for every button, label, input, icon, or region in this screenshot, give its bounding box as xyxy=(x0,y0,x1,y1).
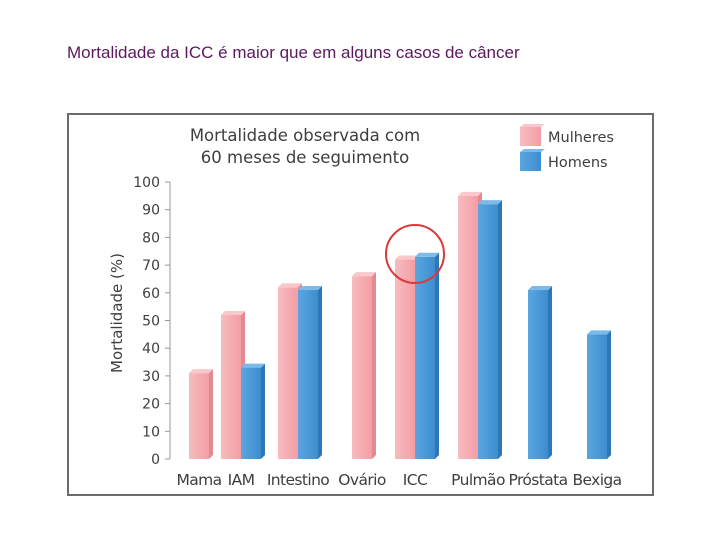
bar-mulheres-intestino-top xyxy=(278,283,302,288)
x-tick-label-icc: ICC xyxy=(403,471,427,489)
legend: Mulheres Homens xyxy=(520,124,614,171)
bar-homens-pulmao xyxy=(478,204,498,459)
bar-homens-pulmao-side xyxy=(498,200,502,459)
chart-title-line-1: Mortalidade observada com xyxy=(190,126,420,145)
x-tick-label-iam: IAM xyxy=(228,471,255,489)
slide-title: Mortalidade da ICC é maior que em alguns… xyxy=(67,43,520,62)
chart-title-line-2: 60 meses de seguimento xyxy=(201,148,409,167)
x-tick-label-intestino: Intestino xyxy=(267,471,329,489)
y-tick-label-10: 10 xyxy=(142,424,160,440)
legend-swatch-mulheres-top xyxy=(520,124,545,127)
bar-mulheres-icc xyxy=(395,259,415,459)
bar-mulheres-ovario-side xyxy=(372,272,376,459)
y-tick-label-20: 20 xyxy=(142,397,160,413)
bar-homens-bexiga-top xyxy=(587,330,611,335)
bar-mulheres-intestino xyxy=(278,287,298,459)
y-tick-label-100: 100 xyxy=(133,175,160,191)
y-tick-label-60: 60 xyxy=(142,286,160,302)
legend-swatch-mulheres xyxy=(520,127,541,146)
bar-mulheres-ovario xyxy=(352,276,372,459)
y-tick-label-50: 50 xyxy=(142,314,160,330)
y-tick-label-0: 0 xyxy=(151,452,160,468)
bar-homens-bexiga-side xyxy=(607,330,611,459)
bar-mulheres-mama xyxy=(189,373,209,459)
bar-homens-intestino-top xyxy=(298,286,322,291)
bar-mulheres-icc-top xyxy=(395,255,419,260)
bar-homens-pulmao-top xyxy=(478,200,502,205)
x-tick-label-mama: Mama xyxy=(176,471,221,489)
bar-homens-prostata-side xyxy=(548,286,552,459)
x-tick-label-pulmao: Pulmão xyxy=(451,471,505,489)
bar-mulheres-mama-side xyxy=(209,369,213,459)
bar-homens-icc-top xyxy=(415,252,439,257)
chart-frame: Mortalidade observada com 60 meses de se… xyxy=(67,113,654,496)
bar-homens-bexiga xyxy=(587,334,607,459)
y-tick-label-40: 40 xyxy=(142,341,160,357)
bar-homens-icc-side xyxy=(435,252,439,459)
bar-mulheres-pulmao xyxy=(458,195,478,459)
bar-homens-prostata-top xyxy=(528,286,552,291)
y-tick-label-70: 70 xyxy=(142,258,160,274)
y-tick-label-80: 80 xyxy=(142,230,160,246)
bar-mulheres-mama-top xyxy=(189,369,213,374)
y-tick-label-30: 30 xyxy=(142,369,160,385)
bar-homens-intestino xyxy=(298,290,318,459)
y-axis-label: Mortalidade (%) xyxy=(108,253,126,373)
bar-homens-iam-side xyxy=(261,363,265,459)
bar-homens-iam xyxy=(241,367,261,459)
bar-mulheres-iam-top xyxy=(221,310,245,315)
bar-mulheres-pulmao-top xyxy=(458,191,482,196)
legend-swatch-homens xyxy=(520,152,541,171)
x-tick-label-ovario: Ovário xyxy=(338,471,386,489)
y-tick-label-90: 90 xyxy=(142,203,160,219)
bar-homens-prostata xyxy=(528,290,548,459)
x-tick-label-bexiga: Bexiga xyxy=(572,471,621,489)
bar-mulheres-iam xyxy=(221,314,241,459)
bar-homens-intestino-side xyxy=(318,286,322,459)
bar-homens-iam-top xyxy=(241,363,265,368)
x-tick-label-prostata: Próstata xyxy=(508,471,567,489)
bar-mulheres-ovario-top xyxy=(352,272,376,277)
legend-label-mulheres: Mulheres xyxy=(548,130,614,146)
legend-swatch-homens-top xyxy=(520,149,545,152)
bar-chart: Mortalidade observada com 60 meses de se… xyxy=(108,124,622,489)
icc-highlight-circle xyxy=(385,224,445,284)
bar-homens-icc xyxy=(415,256,435,459)
legend-label-homens: Homens xyxy=(548,155,608,171)
